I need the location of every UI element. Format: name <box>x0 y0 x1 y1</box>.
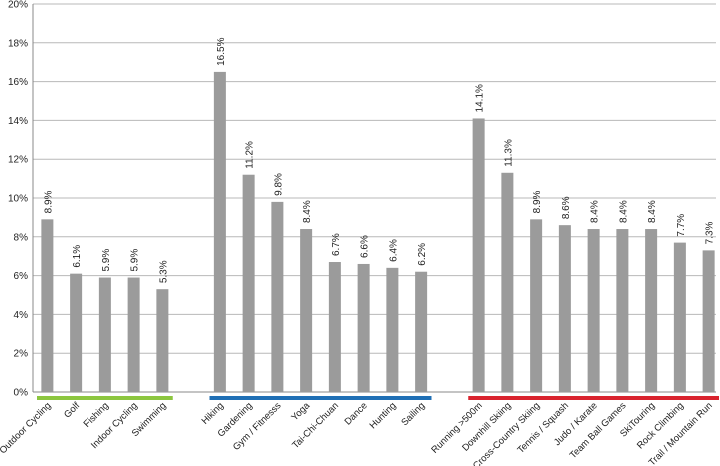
data-label: 6.1% <box>72 245 83 268</box>
x-tick-label: Hiking <box>200 400 226 426</box>
data-label: 7.7% <box>676 214 687 237</box>
x-tick-label: Yoga <box>289 400 312 423</box>
x-tick-label: Tennis / Squash <box>515 400 571 456</box>
data-label: 8.4% <box>647 200 658 223</box>
bar <box>530 219 543 392</box>
data-label: 5.9% <box>130 249 141 272</box>
y-tick-label: 6% <box>14 271 29 282</box>
data-label: 6.2% <box>417 243 428 266</box>
data-label: 9.8% <box>273 173 284 196</box>
bar <box>242 174 255 392</box>
y-tick-label: 20% <box>8 0 28 11</box>
y-tick-label: 10% <box>8 194 28 205</box>
bar <box>357 263 370 392</box>
x-tick-label: Golf <box>62 400 82 420</box>
data-label: 6.4% <box>388 239 399 262</box>
bar <box>702 250 715 392</box>
bar <box>558 225 571 392</box>
x-tick-label: Running >500m <box>429 400 484 455</box>
data-label: 8.9% <box>43 190 54 213</box>
bar <box>472 118 485 393</box>
y-tick-label: 12% <box>8 155 28 166</box>
bar <box>156 289 169 392</box>
y-tick-label: 18% <box>8 38 28 49</box>
bar <box>587 229 600 392</box>
bar <box>415 271 428 392</box>
data-labels: 8.9% 6.1% 5.9% 5.9% 5.3% 16.5% 11.2% 9.8% 8.4% 6.… <box>43 37 715 283</box>
bar <box>271 201 284 392</box>
bar <box>98 277 111 392</box>
data-label: 8.4% <box>590 200 601 223</box>
y-axis-ticks: 0% 2% 4% 6% 8% 10% 12% 14% 16% 18% 20% <box>8 0 28 399</box>
data-label: 6.7% <box>331 233 342 256</box>
bar <box>673 242 686 392</box>
y-tick-label: 16% <box>8 77 28 88</box>
bars <box>41 71 715 393</box>
x-tick-label: Outdoor Cycling <box>0 400 53 456</box>
bar <box>41 219 54 392</box>
data-label: 6.6% <box>360 235 371 258</box>
bar <box>616 229 629 392</box>
data-label: 11.2% <box>245 141 256 169</box>
x-tick-label: Dance <box>343 400 370 427</box>
data-label: 16.5% <box>216 37 227 65</box>
bar <box>645 229 658 392</box>
data-label: 11.3% <box>503 139 514 167</box>
data-label: 8.9% <box>532 190 543 213</box>
data-label: 5.9% <box>101 249 112 272</box>
y-tick-label: 14% <box>8 116 28 127</box>
y-tick-label: 0% <box>14 388 29 399</box>
bar <box>328 262 341 392</box>
data-label: 8.6% <box>561 196 572 219</box>
y-tick-label: 2% <box>14 349 29 360</box>
data-label: 8.4% <box>618 200 629 223</box>
y-tick-label: 4% <box>14 310 29 321</box>
y-tick-label: 8% <box>14 232 29 243</box>
bar <box>386 267 399 392</box>
data-label: 7.3% <box>705 221 716 244</box>
gridlines <box>32 3 716 393</box>
data-label: 5.3% <box>158 260 169 283</box>
bar <box>501 172 514 392</box>
x-tick-label: Sailing <box>399 400 427 428</box>
bar <box>70 273 83 392</box>
bar <box>213 71 226 393</box>
data-label: 14.1% <box>475 84 486 112</box>
x-tick-label: Hunting <box>368 400 399 431</box>
data-label: 8.4% <box>302 200 313 223</box>
bar <box>300 229 313 392</box>
bar <box>127 277 140 392</box>
